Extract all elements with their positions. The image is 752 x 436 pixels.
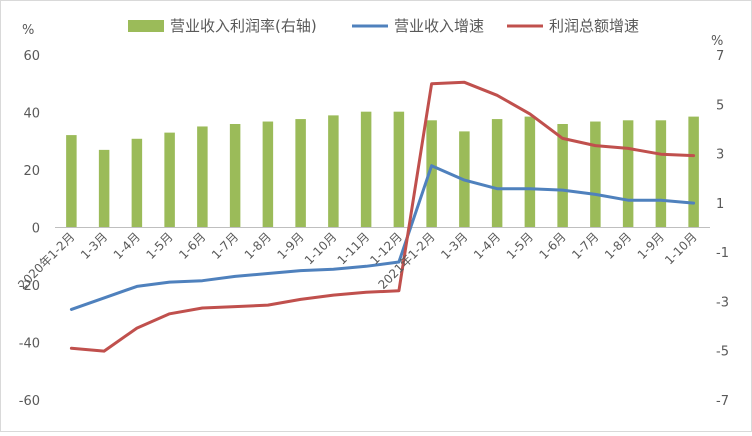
left-tick-label: 0 xyxy=(32,222,40,237)
legend-swatch-bar xyxy=(128,20,164,32)
bar xyxy=(590,121,601,228)
left-tick-label: -20 xyxy=(19,279,40,294)
bar xyxy=(229,124,241,228)
bar xyxy=(197,126,208,228)
right-axis-unit: % xyxy=(711,34,723,49)
left-tick-label: -60 xyxy=(19,394,40,409)
series-line-2 xyxy=(69,80,696,353)
left-tick-label: 60 xyxy=(23,49,40,64)
bar xyxy=(426,120,437,228)
right-tick-label: 3 xyxy=(716,148,724,163)
bar xyxy=(295,119,306,228)
legend-item: 利润总额增速 xyxy=(507,17,639,35)
right-tick-label: 7 xyxy=(716,49,724,64)
right-axis-ticks: 7 5 3 1 -1 -3 -5 -7 xyxy=(716,49,729,409)
right-tick-label: -3 xyxy=(716,295,729,310)
left-tick-label: 20 xyxy=(23,164,40,179)
bar-series xyxy=(66,111,699,228)
bar xyxy=(622,120,634,228)
left-axis-ticks: 60 40 20 0 -20 -40 -60 xyxy=(19,49,40,409)
line-series xyxy=(69,80,696,353)
left-axis-unit: % xyxy=(22,23,34,38)
right-tick-label: -1 xyxy=(716,246,729,261)
bar xyxy=(360,111,372,228)
right-tick-label: 1 xyxy=(716,197,724,212)
bar xyxy=(557,124,568,228)
right-tick-label: -7 xyxy=(716,394,729,409)
right-tick-label: -5 xyxy=(716,345,729,360)
bar xyxy=(98,149,110,228)
bar xyxy=(66,135,77,228)
legend-label: 营业收入增速 xyxy=(394,17,484,35)
bar xyxy=(131,138,143,228)
bar xyxy=(524,116,536,228)
bar xyxy=(328,115,339,228)
bar xyxy=(393,111,405,228)
legend-item: 营业收入增速 xyxy=(352,17,484,35)
legend: 营业收入利润率(右轴) 营业收入增速 利润总额增速 xyxy=(128,17,639,35)
right-tick-label: 5 xyxy=(716,98,724,113)
bar xyxy=(164,132,175,228)
left-tick-label: 40 xyxy=(23,107,40,122)
left-tick-label: -40 xyxy=(19,337,40,352)
bar xyxy=(491,119,503,228)
legend-item: 营业收入利润率(右轴) xyxy=(128,17,317,35)
series-line-1 xyxy=(69,164,696,311)
legend-label: 利润总额增速 xyxy=(549,17,639,35)
legend-label: 营业收入利润率(右轴) xyxy=(170,17,317,35)
bar xyxy=(655,120,667,228)
bar xyxy=(262,121,274,228)
bar xyxy=(688,116,699,228)
